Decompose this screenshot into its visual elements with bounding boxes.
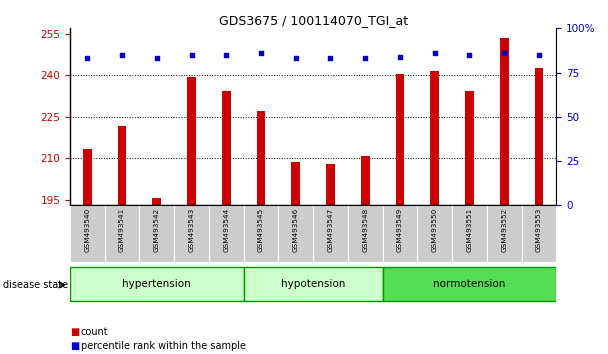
Bar bbox=[187, 77, 196, 205]
Bar bbox=[313, 205, 348, 262]
Text: hypotension: hypotension bbox=[281, 279, 345, 289]
Bar bbox=[244, 267, 382, 301]
Text: GSM493550: GSM493550 bbox=[432, 208, 438, 252]
Text: percentile rank within the sample: percentile rank within the sample bbox=[81, 341, 246, 350]
Text: GSM493553: GSM493553 bbox=[536, 208, 542, 252]
Point bbox=[117, 52, 127, 58]
Point bbox=[187, 52, 196, 58]
Text: GSM493549: GSM493549 bbox=[397, 208, 403, 252]
Bar bbox=[70, 267, 244, 301]
Bar bbox=[118, 126, 126, 205]
Bar bbox=[139, 205, 174, 262]
Bar bbox=[291, 162, 300, 205]
Bar bbox=[209, 205, 244, 262]
Bar bbox=[465, 91, 474, 205]
Point bbox=[395, 54, 405, 59]
Text: ■: ■ bbox=[70, 327, 79, 337]
Bar bbox=[382, 267, 556, 301]
Bar bbox=[382, 205, 417, 262]
Point bbox=[361, 56, 370, 61]
Point bbox=[83, 56, 92, 61]
Point bbox=[430, 50, 440, 56]
Point bbox=[291, 56, 300, 61]
Text: GSM493545: GSM493545 bbox=[258, 208, 264, 252]
Text: GSM493540: GSM493540 bbox=[85, 208, 91, 252]
Text: GSM493544: GSM493544 bbox=[223, 208, 229, 252]
Bar bbox=[534, 68, 544, 205]
Bar bbox=[153, 198, 161, 205]
Bar bbox=[487, 205, 522, 262]
Point bbox=[152, 56, 162, 61]
Text: disease state: disease state bbox=[3, 280, 68, 290]
Title: GDS3675 / 100114070_TGI_at: GDS3675 / 100114070_TGI_at bbox=[218, 14, 408, 27]
Text: hypertension: hypertension bbox=[122, 279, 191, 289]
Bar bbox=[70, 205, 105, 262]
Text: GSM493541: GSM493541 bbox=[119, 208, 125, 252]
Text: GSM493546: GSM493546 bbox=[292, 208, 299, 252]
Bar bbox=[174, 205, 209, 262]
Point bbox=[221, 52, 231, 58]
Bar bbox=[326, 164, 335, 205]
Text: ■: ■ bbox=[70, 341, 79, 350]
Text: GSM493542: GSM493542 bbox=[154, 208, 160, 252]
Text: GSM493547: GSM493547 bbox=[328, 208, 334, 252]
Text: GSM493552: GSM493552 bbox=[501, 208, 507, 252]
Bar bbox=[244, 205, 278, 262]
Text: GSM493543: GSM493543 bbox=[188, 208, 195, 252]
Bar bbox=[222, 91, 230, 205]
Bar bbox=[417, 205, 452, 262]
Text: normotension: normotension bbox=[434, 279, 506, 289]
Bar bbox=[361, 155, 370, 205]
Point bbox=[499, 50, 509, 56]
Bar bbox=[348, 205, 382, 262]
Text: GSM493551: GSM493551 bbox=[466, 208, 472, 252]
Bar bbox=[500, 38, 508, 205]
Bar bbox=[452, 205, 487, 262]
Bar bbox=[257, 111, 265, 205]
Text: count: count bbox=[81, 327, 108, 337]
Point bbox=[326, 56, 336, 61]
Point bbox=[534, 52, 544, 58]
Bar bbox=[396, 74, 404, 205]
Point bbox=[256, 50, 266, 56]
Text: GSM493548: GSM493548 bbox=[362, 208, 368, 252]
Bar bbox=[430, 71, 439, 205]
Bar bbox=[83, 149, 92, 205]
Bar bbox=[522, 205, 556, 262]
Bar bbox=[278, 205, 313, 262]
Point bbox=[465, 52, 474, 58]
Bar bbox=[105, 205, 139, 262]
